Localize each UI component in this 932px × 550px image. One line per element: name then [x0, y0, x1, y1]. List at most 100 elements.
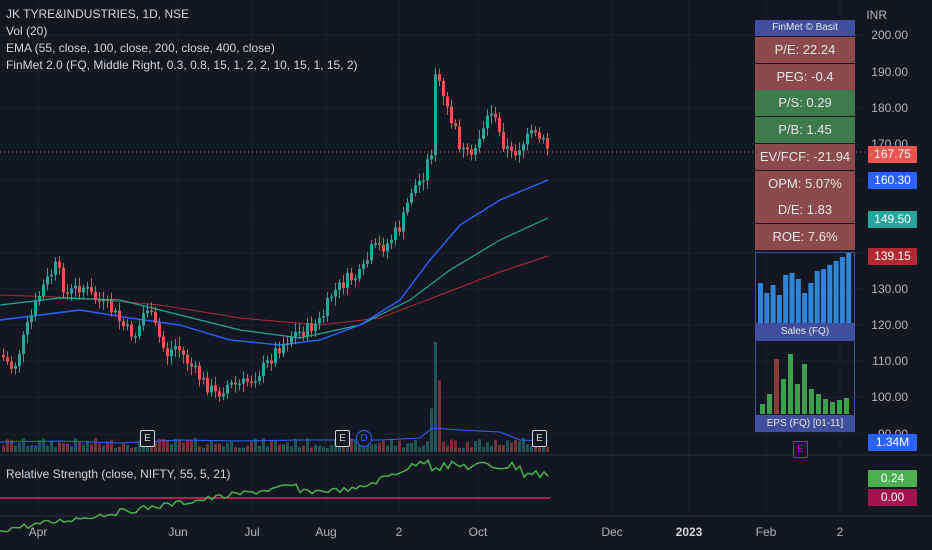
- volume-bar: [366, 444, 369, 452]
- sales-chart-frame: [755, 252, 855, 324]
- sales-bar: [764, 293, 770, 323]
- candle-body: [22, 334, 25, 354]
- candle-body: [98, 300, 101, 302]
- candle-body: [538, 132, 541, 139]
- candle-body: [150, 310, 153, 313]
- eps-bar: [788, 354, 793, 414]
- rs-legend[interactable]: Relative Strength (close, NIFTY, 55, 5, …: [6, 467, 231, 481]
- dividend-event-badge[interactable]: D: [356, 430, 372, 447]
- earnings-event-badge[interactable]: E: [335, 430, 350, 447]
- volume-bar: [158, 438, 161, 452]
- volume-bar: [542, 447, 545, 452]
- price-axis-label: 120.00: [871, 318, 908, 332]
- volume-bar: [318, 445, 321, 452]
- candle-body: [174, 345, 177, 350]
- volume-bar: [138, 440, 141, 452]
- earnings-event-badge[interactable]: E: [532, 430, 547, 447]
- candle-body: [218, 391, 221, 397]
- symbol-title[interactable]: JK TYRE&INDUSTRIES, 1D, NSE: [6, 7, 190, 21]
- candle-body: [282, 343, 285, 354]
- volume-bar: [258, 445, 261, 452]
- eps-bars: [760, 354, 849, 414]
- candle-body: [330, 296, 333, 299]
- finmet-metric: P/E: 22.24: [755, 37, 855, 63]
- currency-label: INR: [866, 8, 887, 22]
- price-axis-label: 190.00: [871, 65, 908, 79]
- candle-body: [138, 325, 141, 337]
- candle-body: [546, 137, 549, 149]
- volume-bar: [42, 438, 45, 452]
- candle-body: [362, 263, 365, 269]
- volume-bar: [50, 441, 53, 452]
- volume-bar: [506, 440, 509, 452]
- candle-body: [506, 146, 509, 149]
- candle-body: [186, 354, 189, 364]
- ema-red-tag: 139.15: [868, 248, 917, 265]
- volume-bar: [26, 446, 29, 452]
- finmet-legend[interactable]: FinMet 2.0 (FQ, Middle Right, 0.3, 0.8, …: [6, 58, 358, 72]
- time-axis-label: Feb: [755, 525, 777, 539]
- candle-body: [134, 336, 137, 338]
- volume-bar: [206, 444, 209, 452]
- candle-body: [530, 130, 533, 134]
- candle-body: [426, 159, 429, 181]
- candle-body: [38, 295, 41, 302]
- volume-bar: [202, 447, 205, 452]
- candle-body: [10, 361, 13, 369]
- candle-body: [234, 382, 237, 385]
- candle-body: [266, 360, 269, 363]
- candle-body: [442, 80, 445, 97]
- volume-bar: [130, 447, 133, 452]
- ema-blue-tag: 160.30: [868, 172, 917, 189]
- candle-body: [258, 376, 261, 382]
- candle-body: [346, 272, 349, 288]
- volume-bar: [426, 441, 429, 452]
- finmet-header: FinMet © Basit: [755, 20, 855, 36]
- ema-100-line: [0, 217, 549, 339]
- volume-bar: [62, 443, 65, 452]
- candle-body: [354, 278, 357, 281]
- sales-bar: [814, 271, 820, 323]
- candle-body: [418, 181, 421, 186]
- volume-bar: [414, 440, 417, 452]
- volume-bar: [2, 445, 5, 452]
- volume-bar: [54, 447, 57, 452]
- finmet-metric: D/E: 1.83: [755, 197, 855, 224]
- candle-body: [210, 385, 213, 393]
- volume-bar: [390, 439, 393, 452]
- candle-body: [454, 123, 457, 127]
- candle-body: [30, 315, 33, 323]
- candle-body: [478, 138, 481, 148]
- candle-body: [526, 133, 529, 145]
- volume-legend[interactable]: Vol (20): [6, 24, 48, 38]
- volume-bar: [166, 441, 169, 452]
- volume-bar: [102, 445, 105, 452]
- volume-bar: [246, 445, 249, 452]
- candle-body: [206, 377, 209, 393]
- candle-body: [522, 144, 525, 151]
- volume-bar: [290, 446, 293, 452]
- volume-bar: [470, 447, 473, 452]
- candle-body: [334, 290, 337, 297]
- price-axis-label: 110.00: [872, 354, 908, 368]
- candle-body: [194, 365, 197, 368]
- volume-bar: [350, 438, 353, 452]
- volume-bar: [278, 444, 281, 452]
- candle-body: [314, 323, 317, 332]
- sales-bar: [821, 269, 826, 323]
- candle-body: [358, 268, 361, 279]
- relative-strength-line: [0, 459, 549, 533]
- ema-55-line: [0, 179, 549, 346]
- volume-bar: [82, 444, 85, 452]
- earnings-event-badge[interactable]: E: [140, 430, 155, 447]
- candle-body: [338, 282, 341, 291]
- volume-bar: [302, 445, 305, 452]
- ema-legend[interactable]: EMA (55, close, 100, close, 200, close, …: [6, 41, 275, 55]
- volume-bar: [454, 440, 457, 452]
- candle-body: [110, 300, 113, 313]
- candle-body: [378, 243, 381, 245]
- candle-body: [166, 347, 169, 357]
- time-axis-label: Oct: [468, 525, 488, 539]
- finmet-metric: P/B: 1.45: [755, 117, 855, 144]
- upcoming-earnings-badge[interactable]: E: [793, 441, 808, 458]
